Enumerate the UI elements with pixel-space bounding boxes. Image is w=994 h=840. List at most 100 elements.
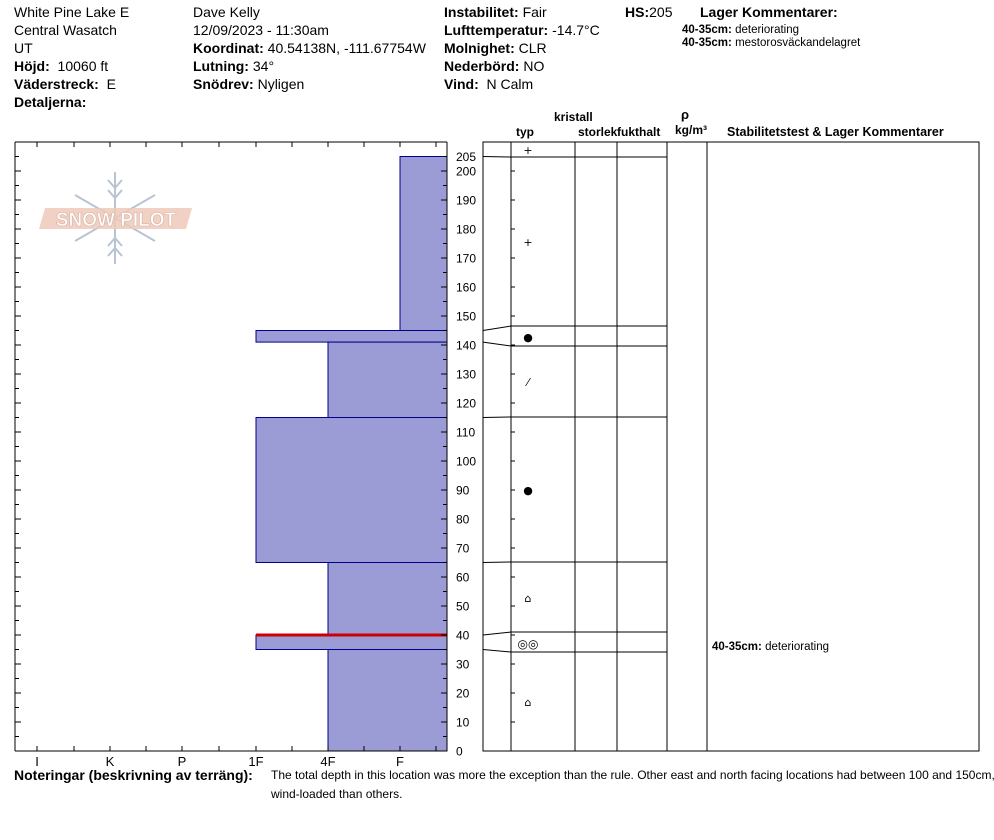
depth-label: 50 — [456, 600, 470, 614]
col-density-unit: kg/m³ — [675, 123, 708, 137]
logo-text: SNOW PILOT — [56, 210, 177, 231]
boundary-connector — [482, 325, 512, 331]
depth-label: 190 — [456, 194, 476, 208]
instability-label: Instabilitet: — [444, 4, 519, 20]
boundary-connector — [482, 631, 512, 636]
wind: Vind: N Calm — [444, 76, 533, 92]
depth-label: 30 — [456, 658, 470, 672]
wind-label: Vind: — [444, 76, 479, 92]
layer-comment-2-text: mestorosväckandelagret — [735, 37, 861, 49]
grain-symbol: ● — [523, 331, 533, 344]
instability: Instabilitet: Fair — [444, 4, 547, 20]
slope-label: Lutning: — [193, 58, 249, 74]
boundary-connector — [482, 561, 512, 563]
col-type: typ — [516, 125, 534, 139]
depth-label: 120 — [456, 397, 476, 411]
coord-value: 40.54138N, -111.67754W — [267, 40, 426, 56]
depth-label: 130 — [456, 368, 476, 382]
depth-label: 140 — [456, 339, 476, 353]
observer: Dave Kelly — [193, 4, 260, 20]
wind-loading-value: Nyligen — [257, 76, 305, 92]
stability-comment: 40-35cm: deteriorating — [712, 641, 829, 653]
layer-comments-title: Lager Kommentarer: — [700, 4, 838, 20]
instability-value: Fair — [522, 4, 547, 20]
layer-comment-1: 40-35cm: deteriorating — [682, 24, 799, 36]
grain-symbol: ◎◎ — [518, 637, 539, 651]
depth-label: 100 — [456, 455, 476, 469]
elevation: Höjd: 10060 ft — [14, 58, 108, 74]
aspect-label: Väderstreck: — [14, 76, 99, 92]
depth-label: 170 — [456, 252, 476, 266]
depth-label: 10 — [456, 716, 470, 730]
aspect-value: E — [106, 76, 116, 92]
precip: Nederbörd: NO — [444, 58, 544, 74]
boundary-connector — [482, 649, 512, 653]
hardness-label-K: K — [106, 754, 115, 769]
depth-label: 90 — [456, 484, 470, 498]
coord-label: Koordinat: — [193, 40, 264, 56]
hardness-layer-bar — [255, 634, 448, 650]
hardness-layer-bar — [255, 417, 448, 563]
layer-comment-1-text: deteriorating — [735, 24, 800, 36]
boundary-connector — [482, 416, 512, 418]
grain-table-frame — [482, 141, 980, 752]
slope: Lutning: 34° — [193, 58, 274, 74]
depth-label: 40 — [456, 629, 470, 643]
hs-value: 205 — [649, 4, 673, 20]
depth-label: 80 — [456, 513, 470, 527]
hs: HS:205 — [625, 4, 672, 20]
notes-label: Noteringar (beskrivning av terräng): — [14, 767, 253, 783]
grain-table: + + ● ⁄ ● ⌂ ◎◎ ⌂ — [482, 141, 980, 752]
boundary-connector — [482, 156, 512, 158]
layer-comment-1-depth: 40-35cm: — [682, 24, 732, 36]
sky: Molnighet: CLR — [444, 40, 547, 56]
depth-label: 60 — [456, 571, 470, 585]
depth-label: 160 — [456, 281, 476, 295]
hardness-label-F: F — [396, 754, 404, 769]
grain-symbol: ● — [523, 484, 533, 497]
grain-symbol: + — [523, 236, 532, 249]
hardness-label-4F: 4F — [320, 754, 335, 769]
hardness-label-P: P — [178, 754, 187, 769]
depth-label: 20 — [456, 687, 470, 701]
air-temp-value: -14.7°C — [552, 22, 600, 38]
depth-label: 0 — [456, 745, 463, 759]
details-label: Detaljerna: — [14, 94, 87, 110]
grain-symbol: ⌂ — [525, 592, 532, 605]
hardness-layer-bar — [327, 562, 448, 636]
critical-layer-line — [256, 633, 447, 637]
boundary-connector — [482, 341, 512, 347]
state: UT — [14, 40, 33, 56]
col-stability: Stabilitetstest & Lager Kommentarer — [727, 125, 944, 139]
air-temp-label: Lufttemperatur: — [444, 22, 549, 38]
stability-comment-depth: 40-35cm: — [712, 641, 762, 653]
axes: I K P 1F 4F F 0 10 20 30 40 50 60 70 80 90 100 110 120 130 1… — [14, 141, 476, 769]
hardness-layer-bar — [327, 649, 448, 752]
depth-label: 70 — [456, 542, 470, 556]
notes-line-2: wind-loaded than others. — [271, 787, 403, 801]
layer-comment-2-depth: 40-35cm: — [682, 37, 732, 49]
elevation-label: Höjd: — [14, 58, 50, 74]
precip-value: NO — [523, 58, 545, 74]
location: White Pine Lake E — [14, 4, 130, 20]
sky-label: Molnighet: — [444, 40, 515, 56]
aspect: Väderstreck: E — [14, 76, 116, 92]
logo-banner — [39, 208, 192, 229]
depth-label: 205 — [456, 150, 476, 164]
grain-symbol: + — [523, 144, 532, 157]
wind-loading: Snödrev: Nyligen — [193, 76, 304, 92]
grain-symbol: ⌂ — [525, 696, 532, 709]
hardness-layer-bar — [399, 156, 448, 331]
col-size: storlek — [578, 125, 618, 139]
depth-label: 180 — [456, 223, 476, 237]
col-moisture: fukthalt — [617, 125, 661, 139]
sky-value: CLR — [518, 40, 547, 56]
coord: Koordinat: 40.54138N, -111.67754W — [193, 40, 426, 56]
depth-label: 110 — [456, 426, 475, 440]
col-rho: ρ — [681, 107, 690, 122]
elevation-value: 10060 ft — [57, 58, 109, 74]
hardness-label-I: I — [35, 754, 39, 769]
stability-comment-text: deteriorating — [765, 641, 830, 653]
